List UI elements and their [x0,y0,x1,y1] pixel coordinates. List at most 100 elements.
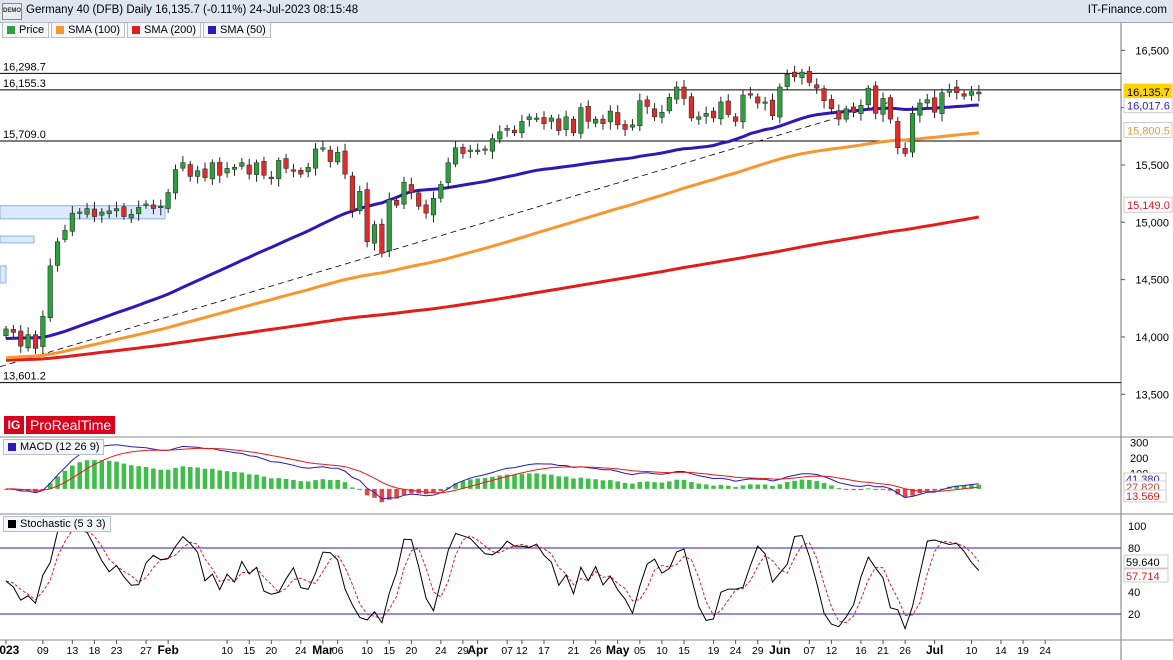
macd-histogram-bar [902,488,908,498]
legend-sma200-swatch [132,26,141,34]
macd-histogram-bar [128,465,134,489]
x-tick-label: 07 [501,645,513,657]
candle-body [895,121,901,149]
candle-body [136,207,142,215]
macd-histogram-bar [84,460,90,489]
macd-histogram-bar [585,478,591,489]
macd-y-tick-label: 200 [1130,453,1148,465]
candle-body [828,99,834,110]
candle-body [246,164,252,175]
candle-body [607,110,613,123]
candle-body [939,92,945,114]
candle-body [401,181,407,205]
stochastic-y-tick-label: 100 [1128,521,1146,533]
macd-histogram-bar [910,488,915,496]
macd-label[interactable]: MACD (12 26 9) [3,439,105,455]
macd-histogram-bar [549,474,554,489]
macd-histogram-bar [924,488,930,492]
legend-sma50-swatch [208,26,216,34]
legend-price[interactable]: Price [2,22,50,38]
macd-histogram-bar [342,482,348,489]
candle-body [629,124,636,128]
candle-body [261,161,267,176]
stochastic-y-tick-label: 20 [1128,609,1140,621]
candle-body [106,210,112,215]
x-tick-label: 19 [708,645,720,657]
macd-histogram-bar [961,485,967,489]
candle-body [187,164,193,177]
candle-body [312,148,319,169]
candle-body [268,176,274,179]
macd-histogram-bar [276,478,281,489]
candle-body [416,192,422,207]
price-value-tag [1123,122,1173,139]
stochastic-y-tick-label: 40 [1128,587,1140,599]
candle-body [69,212,75,232]
macd-histogram-bar [180,466,186,489]
candle-body [128,214,134,219]
macd-histogram-bar [519,473,525,489]
macd-histogram-bar [888,488,893,491]
candle-body [976,91,982,95]
macd-histogram-bar [512,474,517,489]
legend-sma200[interactable]: SMA (200) [127,22,201,38]
candle-body [887,97,893,120]
candle-body [534,117,540,120]
macd-histogram-bar [187,467,193,489]
macd-histogram-bar [423,488,429,495]
horizontal-level-label: 16,298.7 [3,61,46,73]
macd-histogram-bar [667,481,672,489]
candle-body [806,70,812,83]
x-tick-label: 17 [538,645,550,657]
macd-histogram-bar [431,488,436,494]
candle-body [47,265,53,318]
candle-body [445,162,451,183]
candle-body [725,100,731,115]
macd-histogram-bar [600,480,606,489]
candle-body [954,86,960,93]
legend-sma100[interactable]: SMA (100) [51,22,126,38]
macd-value-tag [1123,489,1167,503]
macd-histogram-bar [659,482,665,489]
macd-histogram-bar [482,477,488,489]
macd-histogram-bar [468,479,473,489]
macd-histogram-bar [740,485,746,489]
macd-histogram-bar [689,482,694,489]
candle-body [659,111,665,118]
x-tick-label: 18 [89,645,101,657]
macd-histogram-bar [195,467,200,489]
ig-logo: IG [4,416,24,434]
macd-histogram-bar [762,484,768,489]
candle-body [836,110,842,120]
macd-histogram-bar [114,461,119,489]
macd-histogram-bar [224,471,230,489]
sma50-line [5,103,979,340]
candle-body [873,85,879,114]
candle-body [777,86,783,118]
candle-body [349,175,355,212]
candle-body [77,211,83,214]
candle-body [143,203,149,206]
candle-body [489,138,495,152]
macd-histogram-bar [40,488,46,490]
x-tick-label: Jun [769,643,790,657]
candle-body [851,106,857,113]
candle-body [254,162,260,175]
stochastic-value-tag-label: 57.714 [1126,571,1160,583]
x-tick-label: 06 [332,645,344,657]
stochastic-label[interactable]: Stochastic (5 3 3) [3,516,111,532]
macd-histogram [3,460,982,503]
legend-sma50[interactable]: SMA (50) [203,22,271,38]
candle-body [379,223,385,254]
candle-body [114,208,120,212]
x-tick-label: 2023 [0,643,20,657]
candle-body [792,71,798,77]
macd-histogram-bar [70,465,75,489]
candle-body [217,161,223,176]
candle-body [91,208,97,217]
candle-body [84,208,90,215]
horizontal-level-label: 16,155.3 [3,78,46,90]
macd-histogram-bar [969,485,974,489]
candle-body [858,105,864,114]
candle-body [968,91,975,96]
